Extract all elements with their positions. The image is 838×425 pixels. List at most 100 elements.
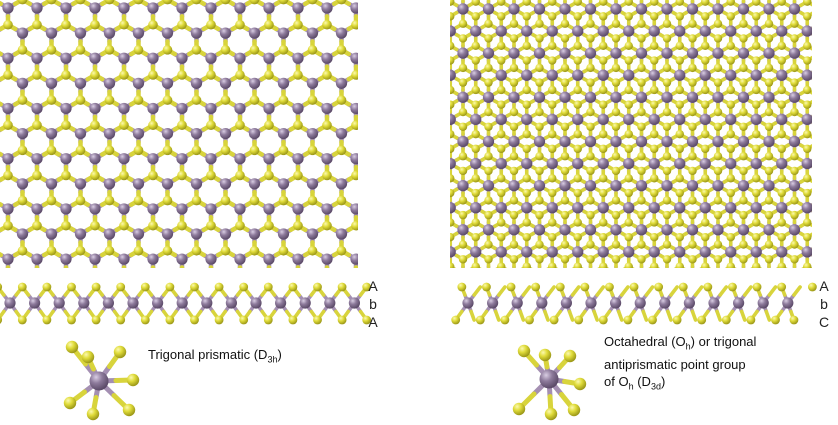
metal-atom xyxy=(89,2,101,14)
metal-chalcogen-bond xyxy=(436,25,443,29)
chalcogen-atom xyxy=(249,145,260,156)
metal-chalcogen-bond xyxy=(425,252,431,256)
metal-chalcogen-bond xyxy=(399,178,405,182)
chalcogen-atom xyxy=(104,195,115,206)
chalcogen-atom xyxy=(293,70,303,80)
metal-chalcogen-bond xyxy=(392,29,399,33)
metal-atom xyxy=(350,2,358,14)
metal-chalcogen-bond xyxy=(514,274,520,278)
metal-chalcogen-bond xyxy=(431,24,437,28)
metal-atom xyxy=(104,279,115,290)
metal-chalcogen-bond xyxy=(508,274,514,278)
chalcogen-atom xyxy=(90,170,100,181)
metal-chalcogen-bond xyxy=(833,90,838,94)
metal-chalcogen-bond xyxy=(436,104,443,108)
metal-chalcogen-bond xyxy=(438,274,444,278)
metal-chalcogen-bond xyxy=(826,13,832,17)
metal-chalcogen-bond xyxy=(406,53,412,57)
chalcogen-atom xyxy=(307,245,318,256)
metal-atom xyxy=(423,78,434,89)
metal-atom xyxy=(263,2,275,14)
metal-chalcogen-bond xyxy=(226,280,233,284)
metal-chalcogen-bond xyxy=(431,68,437,72)
metal-atom xyxy=(118,153,130,165)
metal-chalcogen-bond xyxy=(820,211,826,215)
metal-chalcogen-bond xyxy=(826,75,832,79)
metal-chalcogen-bond xyxy=(431,97,437,101)
metal-chalcogen-bond xyxy=(450,234,453,239)
metal-chalcogen-bond xyxy=(37,276,44,280)
metal-chalcogen-bond xyxy=(635,274,641,278)
metal-atom xyxy=(161,228,174,240)
metal-chalcogen-bond xyxy=(412,230,418,234)
metal-chalcogen-bond xyxy=(431,138,437,142)
metal-chalcogen-bond xyxy=(412,5,418,9)
metal-chalcogen-bond xyxy=(833,119,838,123)
metal-atom xyxy=(89,102,101,115)
chalcogen-atom xyxy=(46,145,57,156)
metal-atom xyxy=(365,78,376,89)
metal-chalcogen-bond xyxy=(363,180,370,184)
chalcogen-atom xyxy=(409,171,419,181)
metal-atom xyxy=(16,127,29,140)
metal-atom xyxy=(205,253,217,265)
metal-chalcogen-bond xyxy=(400,150,407,154)
metal-chalcogen-bond xyxy=(820,5,826,9)
metal-chalcogen-bond xyxy=(820,68,826,72)
metal-chalcogen-bond xyxy=(407,125,414,129)
metal-chalcogen-bond xyxy=(833,178,838,182)
metal-chalcogen-bond xyxy=(392,50,399,54)
metal-atom xyxy=(248,178,261,190)
metal-chalcogen-bond xyxy=(443,104,450,108)
metal-chalcogen-bond xyxy=(429,150,436,154)
metal-chalcogen-bond xyxy=(501,278,507,282)
metal-chalcogen-bond xyxy=(833,278,838,282)
metal-chalcogen-bond xyxy=(8,276,15,280)
metal-chalcogen-bond xyxy=(406,142,412,146)
metal-atom xyxy=(147,203,159,215)
metal-chalcogen-bond xyxy=(811,100,812,102)
metal-atom xyxy=(103,127,116,140)
metal-chalcogen-bond xyxy=(378,104,385,108)
metal-chalcogen-bond xyxy=(59,276,66,280)
metal-chalcogen-bond xyxy=(378,155,385,159)
metal-chalcogen-bond xyxy=(52,280,59,284)
metal-chalcogen-bond xyxy=(421,201,428,205)
chalcogen-atom xyxy=(235,220,245,231)
metal-atom xyxy=(132,27,145,39)
metal-atom xyxy=(394,178,405,189)
chalcogen-atom xyxy=(148,220,158,231)
metal-chalcogen-bond xyxy=(820,138,826,142)
metal-chalcogen-bond xyxy=(421,129,428,133)
metal-chalcogen-bond xyxy=(276,280,283,284)
metal-chalcogen-bond xyxy=(642,270,648,274)
chalcogen-atom xyxy=(278,145,289,156)
metal-chalcogen-bond xyxy=(421,29,428,33)
metal-chalcogen-bond xyxy=(508,270,514,274)
metal-chalcogen-bond xyxy=(559,270,565,274)
metal-atom xyxy=(176,253,188,265)
chalcogen-atom xyxy=(192,296,202,306)
metal-chalcogen-bond xyxy=(425,208,431,212)
metal-chalcogen-bond xyxy=(436,226,443,230)
metal-chalcogen-bond xyxy=(431,211,437,215)
metal-chalcogen-bond xyxy=(826,208,832,212)
chalcogen-atom xyxy=(133,245,144,256)
metal-chalcogen-bond xyxy=(418,101,424,105)
metal-chalcogen-bond xyxy=(412,256,418,260)
metal-atom xyxy=(176,102,188,115)
metal-atom xyxy=(379,2,390,13)
metal-chalcogen-bond xyxy=(363,0,370,4)
metal-atom xyxy=(60,253,72,265)
metal-chalcogen-bond xyxy=(811,92,812,95)
metal-chalcogen-bond xyxy=(436,205,443,209)
metal-atom xyxy=(350,153,358,165)
metal-chalcogen-bond xyxy=(540,274,546,278)
metal-atom xyxy=(249,279,260,290)
metal-atom xyxy=(335,77,348,89)
metal-atom xyxy=(161,77,174,89)
metal-chalcogen-bond xyxy=(418,178,424,182)
metal-chalcogen-bond xyxy=(399,278,405,282)
chalcogen-atom xyxy=(395,246,405,256)
metal-atom xyxy=(205,153,217,165)
